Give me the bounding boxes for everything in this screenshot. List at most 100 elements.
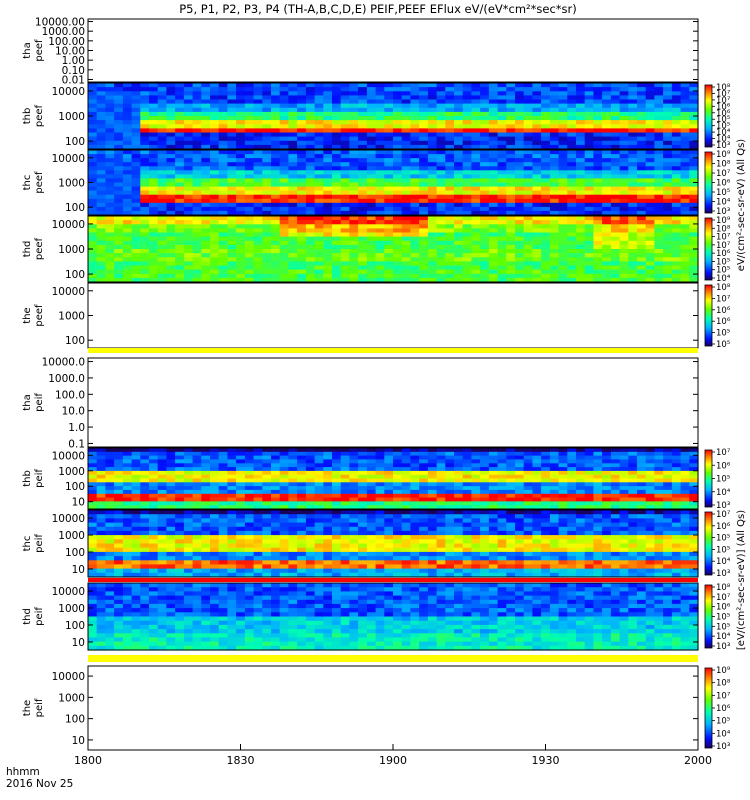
spectrogram-cell (236, 210, 246, 216)
spectrogram-cell (427, 170, 438, 175)
spectrogram-cell (201, 551, 211, 557)
spectrogram-cell (340, 170, 350, 175)
spectrogram-cell (593, 244, 603, 250)
spectrogram-cell (201, 530, 211, 536)
spectrogram-cell (175, 83, 185, 88)
spectrogram-cell (131, 91, 141, 96)
spectrogram-cell (401, 91, 411, 96)
spectrogram-cell (244, 474, 255, 480)
spectrogram-cell (532, 474, 542, 480)
spectrogram-cell (166, 474, 176, 480)
spectrogram-cell (140, 526, 150, 532)
spectrogram-cell (671, 244, 682, 250)
spectrogram-cell (349, 194, 359, 200)
spectrogram-cell (323, 140, 333, 146)
spectrogram-cell (506, 206, 516, 212)
spectrogram-cell (349, 158, 359, 163)
spectrogram-cell (558, 99, 568, 105)
spectrogram-cell (689, 107, 699, 113)
spectrogram-cell (253, 144, 263, 150)
spectrogram-cell (445, 482, 455, 487)
spectrogram-cell (114, 572, 124, 578)
spectrogram-cell (610, 128, 621, 134)
spectrogram-cell (393, 198, 403, 204)
spectrogram-cell (541, 236, 551, 242)
spectrogram-cell (549, 107, 560, 113)
spectrogram-cell (96, 505, 106, 510)
spectrogram-cell (480, 95, 490, 101)
spectrogram-cell (210, 220, 220, 225)
spectrogram-cell (149, 518, 159, 524)
spectrogram-cell (305, 220, 316, 225)
spectrogram-cell (558, 224, 568, 229)
spectrogram-cell (576, 194, 586, 200)
spectrogram-cell (149, 539, 159, 545)
spectrogram-cell (297, 111, 307, 117)
spectrogram-cell (427, 216, 438, 221)
spectrogram-cell (323, 91, 333, 96)
spectrogram-cell (253, 556, 263, 561)
spectrogram-cell (88, 210, 98, 216)
spectrogram-cell (262, 482, 272, 487)
spectrogram-cell (175, 261, 185, 267)
spectrogram-cell (131, 107, 141, 113)
spectrogram-cell (175, 273, 185, 279)
spectrogram-cell (462, 216, 472, 221)
spectrogram-cell (497, 87, 507, 92)
spectrogram-cell (532, 236, 542, 242)
spectrogram-cell (105, 190, 115, 196)
spectrogram-cell (637, 489, 647, 495)
spectrogram-cell (271, 128, 281, 134)
spectrogram-cell (671, 166, 682, 171)
spectrogram-cell (140, 91, 150, 96)
spectrogram-cell (175, 182, 185, 188)
spectrogram-cell (201, 103, 211, 109)
spectrogram-cell (419, 190, 429, 196)
spectrogram-cell (131, 162, 141, 167)
spectrogram-cell (358, 95, 368, 101)
spectrogram-cell (262, 261, 272, 267)
spectrogram-cell (175, 265, 185, 271)
spectrogram-cell (122, 178, 133, 184)
spectrogram-cell (175, 240, 185, 246)
spectrogram-cell (671, 87, 682, 92)
spectrogram-cell (105, 182, 115, 188)
spectrogram-cell (166, 547, 176, 553)
spectrogram-cell (619, 228, 629, 234)
spectrogram-cell (149, 162, 159, 167)
spectrogram-cell (149, 99, 159, 105)
spectrogram-cell (183, 249, 194, 254)
spectrogram-cell (515, 166, 525, 171)
spectrogram-cell (183, 210, 194, 216)
spectrogram-cell (375, 91, 385, 96)
spectrogram-cell (236, 556, 246, 561)
spectrogram-cell (558, 206, 568, 212)
spectrogram-cell (332, 277, 342, 283)
spectrogram-cell (114, 560, 124, 566)
spectrogram-cell (305, 232, 316, 238)
spectrogram-cell (549, 190, 560, 196)
spectrogram-cell (497, 83, 507, 88)
spectrogram-cell (671, 128, 682, 134)
spectrogram-cell (340, 91, 350, 96)
spectrogram-cell (480, 261, 490, 267)
spectrogram-cell (314, 467, 324, 472)
spectrogram-cell (610, 91, 621, 96)
spectrogram-cell (497, 493, 507, 499)
spectrogram-cell (288, 257, 298, 262)
spectrogram-cell (645, 136, 655, 142)
spectrogram-cell (122, 91, 133, 96)
spectrogram-cell (288, 467, 298, 472)
spectrogram-cell (236, 572, 246, 578)
spectrogram-cell (157, 87, 167, 92)
spectrogram-cell (366, 463, 377, 468)
spectrogram-cell (332, 202, 342, 208)
spectrogram-cell (140, 166, 150, 171)
spectrogram-cell (375, 249, 385, 254)
spectrogram-cell (340, 493, 350, 499)
spectrogram-cell (131, 206, 141, 212)
spectrogram-cell (244, 174, 255, 180)
spectrogram-cell (602, 144, 612, 150)
spectrogram-cell (375, 182, 385, 188)
spectrogram-cell (567, 202, 577, 208)
